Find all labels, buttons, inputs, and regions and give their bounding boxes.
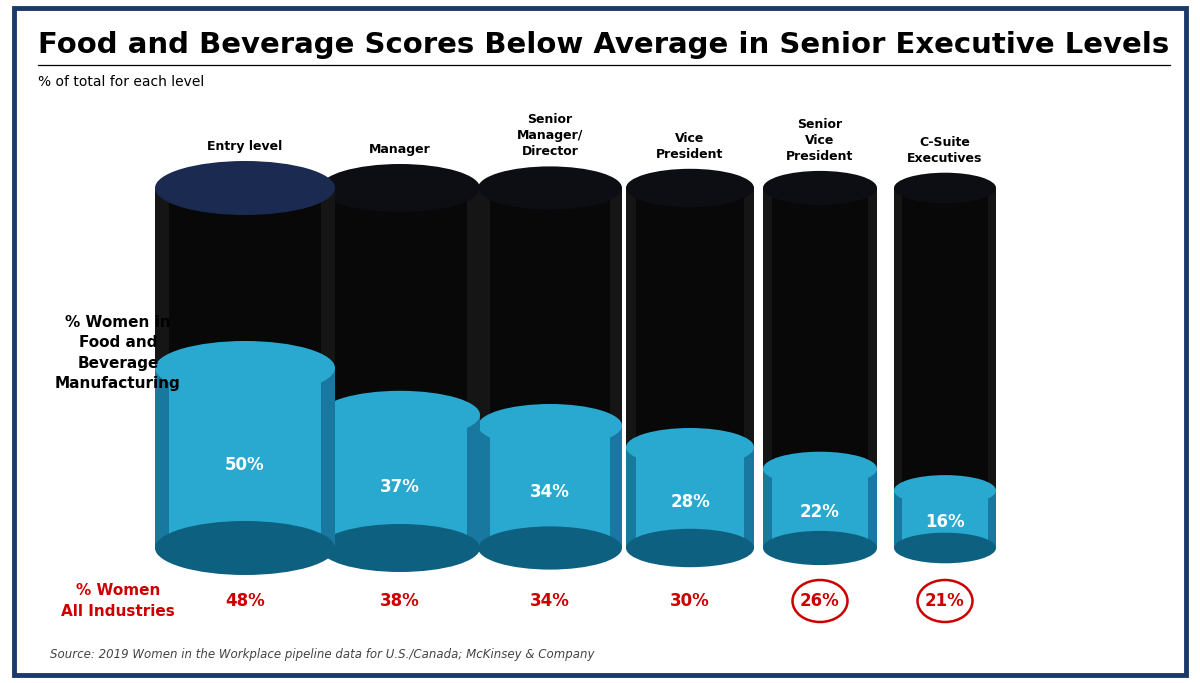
Polygon shape: [763, 188, 877, 469]
Ellipse shape: [478, 527, 622, 570]
Text: Senior
Vice
President: Senior Vice President: [786, 118, 853, 163]
Text: 34%: 34%: [530, 592, 570, 610]
Polygon shape: [868, 188, 877, 469]
Text: % of total for each level: % of total for each level: [38, 75, 204, 89]
Polygon shape: [611, 188, 622, 426]
Polygon shape: [320, 415, 480, 548]
Polygon shape: [155, 188, 169, 368]
Polygon shape: [868, 469, 877, 548]
Polygon shape: [320, 188, 480, 415]
Polygon shape: [611, 426, 622, 548]
Text: 16%: 16%: [925, 512, 965, 531]
Text: Entry level: Entry level: [208, 140, 283, 153]
Ellipse shape: [155, 521, 335, 575]
Ellipse shape: [894, 533, 996, 563]
Polygon shape: [478, 188, 622, 426]
Polygon shape: [626, 188, 754, 447]
Ellipse shape: [478, 167, 622, 210]
Text: C-Suite
Executives: C-Suite Executives: [907, 136, 983, 165]
Polygon shape: [894, 188, 996, 490]
Polygon shape: [988, 188, 996, 490]
Text: Senior
Manager/
Director: Senior Manager/ Director: [517, 113, 583, 158]
Text: 50%: 50%: [226, 456, 265, 474]
Text: Manager: Manager: [370, 143, 431, 156]
Polygon shape: [763, 188, 772, 469]
Ellipse shape: [894, 173, 996, 204]
Polygon shape: [988, 490, 996, 548]
Ellipse shape: [155, 161, 335, 215]
Text: 37%: 37%: [380, 477, 420, 496]
Text: % Women
All Industries: % Women All Industries: [61, 583, 175, 619]
Text: Vice
President: Vice President: [656, 132, 724, 161]
Polygon shape: [320, 188, 335, 368]
Polygon shape: [155, 368, 335, 548]
Polygon shape: [467, 188, 480, 415]
Polygon shape: [894, 188, 902, 490]
Ellipse shape: [155, 341, 335, 395]
Ellipse shape: [763, 171, 877, 205]
Text: % Women in
Food and
Beverage
Manufacturing: % Women in Food and Beverage Manufacturi…: [55, 315, 181, 391]
Ellipse shape: [320, 391, 480, 438]
Text: 30%: 30%: [670, 592, 710, 610]
Ellipse shape: [320, 524, 480, 572]
Text: 22%: 22%: [800, 503, 840, 520]
Text: 48%: 48%: [226, 592, 265, 610]
Polygon shape: [320, 415, 332, 548]
Text: 21%: 21%: [925, 592, 965, 610]
Ellipse shape: [626, 529, 754, 567]
Text: 34%: 34%: [530, 483, 570, 501]
Text: 38%: 38%: [380, 592, 420, 610]
Polygon shape: [626, 188, 636, 447]
Polygon shape: [763, 469, 772, 548]
Ellipse shape: [320, 164, 480, 212]
Polygon shape: [894, 490, 996, 548]
Polygon shape: [626, 447, 636, 548]
Ellipse shape: [478, 404, 622, 447]
Polygon shape: [478, 426, 490, 548]
Text: Source: 2019 Women in the Workplace pipeline data for U.S./Canada; McKinsey & Co: Source: 2019 Women in the Workplace pipe…: [50, 648, 594, 661]
Ellipse shape: [894, 475, 996, 505]
Text: 26%: 26%: [800, 592, 840, 610]
Polygon shape: [320, 188, 332, 415]
Polygon shape: [478, 426, 622, 548]
Text: 28%: 28%: [670, 492, 710, 511]
Polygon shape: [626, 447, 754, 548]
Polygon shape: [744, 447, 754, 548]
Polygon shape: [894, 490, 902, 548]
Polygon shape: [155, 368, 169, 548]
Polygon shape: [320, 368, 335, 548]
Polygon shape: [763, 469, 877, 548]
Polygon shape: [744, 188, 754, 447]
Text: Food and Beverage Scores Below Average in Senior Executive Levels: Food and Beverage Scores Below Average i…: [38, 31, 1169, 59]
Polygon shape: [155, 188, 335, 368]
Ellipse shape: [626, 169, 754, 207]
Ellipse shape: [763, 451, 877, 486]
Polygon shape: [478, 188, 490, 426]
Ellipse shape: [626, 428, 754, 466]
Polygon shape: [467, 415, 480, 548]
Ellipse shape: [763, 531, 877, 565]
